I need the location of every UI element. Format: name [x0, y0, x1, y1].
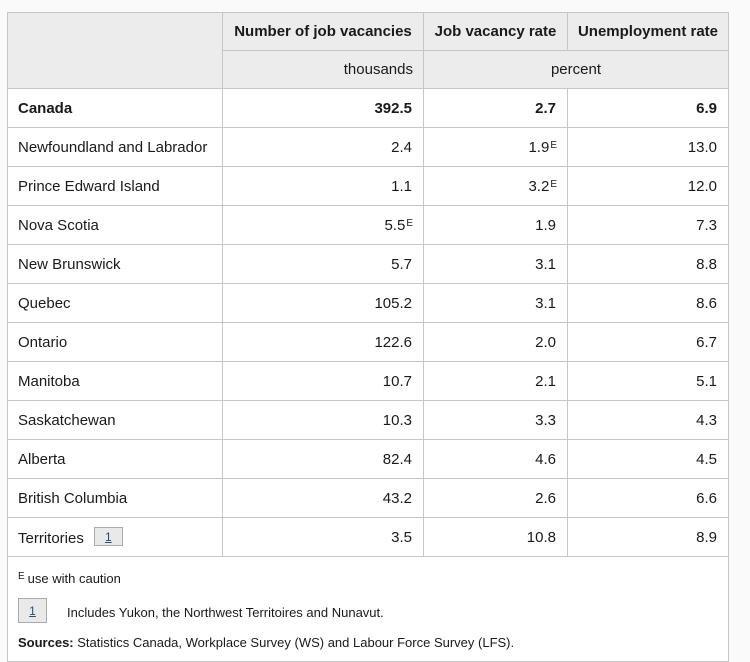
cell-vacancy-rate: 4.6 [423, 439, 568, 479]
cell-unemployment-rate: 8.9 [567, 517, 729, 557]
cell-unemployment-rate: 4.3 [567, 400, 729, 440]
cell-unemployment-rate: 8.6 [567, 283, 729, 323]
table-row-quebec: Quebec 105.2 3.1 8.6 [7, 283, 729, 323]
row-label: Ontario [7, 322, 223, 362]
row-label: Territories 1 [7, 517, 223, 557]
col-header-vacancies: Number of job vacancies [222, 12, 424, 51]
row-label: British Columbia [7, 478, 223, 518]
cell-vacancy-rate: 2.6 [423, 478, 568, 518]
cell-vacancies: 10.7 [222, 361, 424, 401]
cell-vacancies: 122.6 [222, 322, 424, 362]
row-label: New Brunswick [7, 244, 223, 284]
cell-vacancies: 5.7 [222, 244, 424, 284]
table-row-newfoundland: Newfoundland and Labrador 2.4 1.9E 13.0 [7, 127, 729, 167]
cell-vacancies: 105.2 [222, 283, 424, 323]
table-row-ontario: Ontario 122.6 2.0 6.7 [7, 322, 729, 362]
cell-unemployment-rate: 6.6 [567, 478, 729, 518]
caution-flag: E [18, 571, 25, 582]
cell-unemployment-rate: 13.0 [567, 127, 729, 167]
cell-vacancies: 5.5E [222, 205, 424, 245]
statistics-table-container: Number of job vacancies Job vacancy rate… [7, 12, 729, 662]
units-row: thousands percent [8, 50, 729, 89]
cell-vacancies: 3.5 [222, 517, 424, 557]
table-row-canada: Canada 392.5 2.7 6.9 [7, 88, 729, 128]
row-label: Saskatchewan [7, 400, 223, 440]
sources-label: Sources: [18, 635, 74, 650]
cell-vacancies: 82.4 [222, 439, 424, 479]
table-row-pei: Prince Edward Island 1.1 3.2E 12.0 [7, 166, 729, 206]
cell-vacancies: 43.2 [222, 478, 424, 518]
table-row-british-columbia: British Columbia 43.2 2.6 6.6 [7, 478, 729, 518]
cell-vacancy-rate: 3.1 [423, 283, 568, 323]
col-header-unemployment-rate: Unemployment rate [567, 12, 729, 51]
table-row-saskatchewan: Saskatchewan 10.3 3.3 4.3 [7, 400, 729, 440]
cell-vacancy-rate: 2.1 [423, 361, 568, 401]
job-vacancy-table: Number of job vacancies Job vacancy rate… [7, 12, 729, 662]
row-label: Nova Scotia [7, 205, 223, 245]
sources-note: Sources: Statistics Canada, Workplace Su… [18, 633, 718, 653]
cell-vacancy-rate: 10.8 [423, 517, 568, 557]
row-label: Canada [7, 88, 223, 128]
cell-vacancies: 1.1 [222, 166, 424, 206]
cell-vacancy-rate: 3.1 [423, 244, 568, 284]
row-label: Newfoundland and Labrador [7, 127, 223, 167]
cell-vacancy-rate: 3.3 [423, 400, 568, 440]
table-row-manitoba: Manitoba 10.7 2.1 5.1 [7, 361, 729, 401]
row-label: Manitoba [7, 361, 223, 401]
cell-vacancy-rate: 2.0 [423, 322, 568, 362]
cell-unemployment-rate: 6.9 [567, 88, 729, 128]
table-row-nova-scotia: Nova Scotia 5.5E 1.9 7.3 [7, 205, 729, 245]
row-label: Quebec [7, 283, 223, 323]
table-row-territories: Territories 1 3.5 10.8 8.9 [7, 517, 729, 557]
footnote-1-anchor[interactable]: 1 [18, 598, 47, 623]
footnote-1-link[interactable]: 1 [93, 527, 123, 546]
cell-vacancies: 10.3 [222, 400, 424, 440]
cell-vacancy-rate: 2.7 [423, 88, 568, 128]
cell-vacancies: 392.5 [222, 88, 424, 128]
footnote-1-text: Includes Yukon, the Northwest Territoire… [67, 605, 384, 620]
cell-unemployment-rate: 6.7 [567, 322, 729, 362]
table-row-alberta: Alberta 82.4 4.6 4.5 [7, 439, 729, 479]
row-label: Prince Edward Island [7, 166, 223, 206]
corner-cell [7, 12, 223, 89]
cell-vacancy-rate: 3.2E [423, 166, 568, 206]
cell-vacancy-rate: 1.9 [423, 205, 568, 245]
header-row: Number of job vacancies Job vacancy rate… [7, 12, 729, 89]
cell-unemployment-rate: 8.8 [567, 244, 729, 284]
table-row-new-brunswick: New Brunswick 5.7 3.1 8.8 [7, 244, 729, 284]
cell-unemployment-rate: 12.0 [567, 166, 729, 206]
caution-text: use with caution [27, 571, 121, 586]
cell-vacancies: 2.4 [222, 127, 424, 167]
sources-text: Statistics Canada, Workplace Survey (WS)… [73, 635, 515, 650]
unit-thousands: thousands [222, 50, 424, 89]
unit-percent: percent [423, 50, 729, 89]
cell-unemployment-rate: 4.5 [567, 439, 729, 479]
cell-vacancy-rate: 1.9E [423, 127, 568, 167]
col-header-vacancy-rate: Job vacancy rate [423, 12, 568, 51]
footnote-1: 1 Includes Yukon, the Northwest Territoir… [18, 598, 718, 623]
cell-unemployment-rate: 7.3 [567, 205, 729, 245]
row-label: Alberta [7, 439, 223, 479]
cell-unemployment-rate: 5.1 [567, 361, 729, 401]
